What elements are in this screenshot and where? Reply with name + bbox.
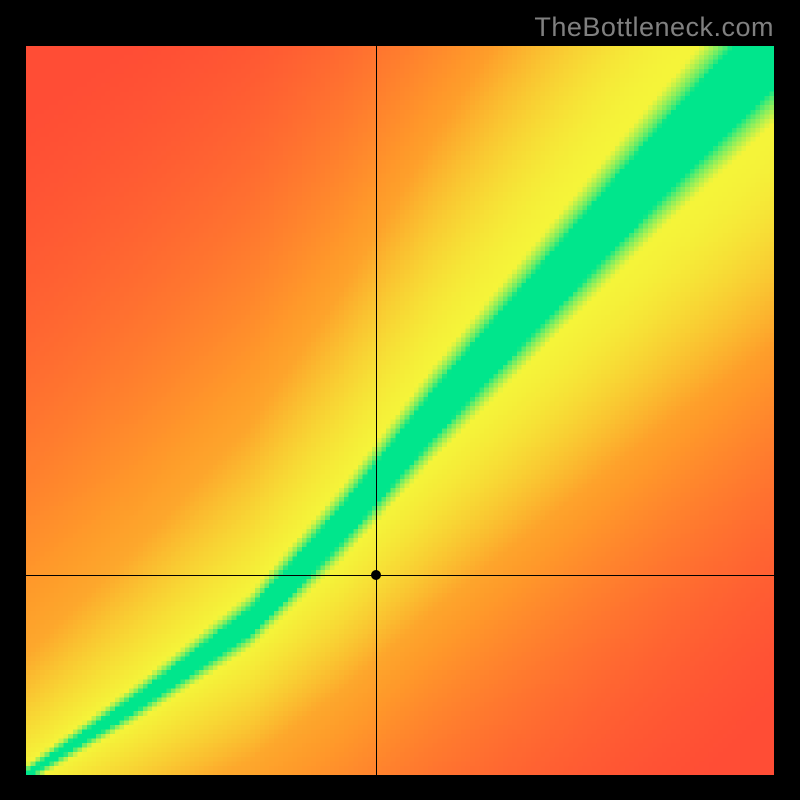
crosshair-horizontal (26, 575, 774, 576)
watermark-text: TheBottleneck.com (534, 12, 774, 43)
chart-container: TheBottleneck.com (0, 0, 800, 800)
heatmap-canvas (26, 46, 774, 775)
crosshair-marker (371, 570, 381, 580)
crosshair-vertical (376, 46, 377, 775)
plot-area (26, 46, 774, 775)
